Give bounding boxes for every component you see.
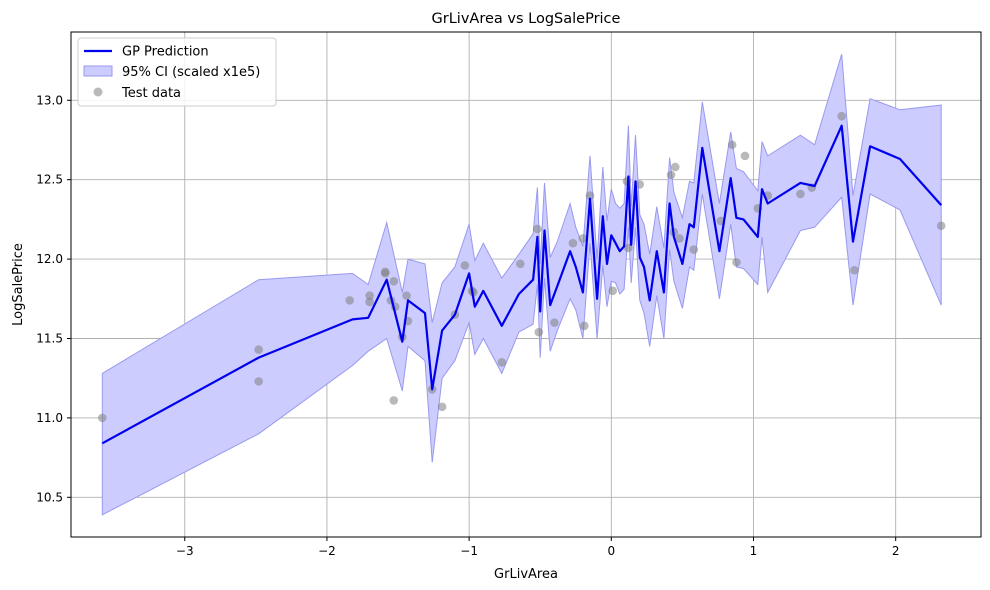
x-tick-label: 1 [750, 544, 758, 558]
test-data-point [670, 162, 680, 172]
x-tick-label: −3 [176, 544, 194, 558]
legend: GP Prediction 95% CI (scaled x1e5) Test … [77, 37, 277, 107]
test-data-point [254, 377, 263, 386]
y-tick-label: 10.5 [36, 490, 63, 504]
test-data-point [516, 259, 525, 269]
y-tick-label: 12.0 [36, 252, 63, 266]
test-data-point [365, 297, 374, 307]
test-data-point [534, 327, 544, 337]
test-data-point [437, 402, 447, 412]
legend-test-swatch [93, 87, 103, 97]
y-tick-label: 11.0 [36, 411, 63, 425]
test-data-point [740, 151, 750, 161]
test-data-point [624, 243, 633, 253]
test-data-point [460, 261, 470, 270]
plot-frame [70, 31, 982, 538]
test-data-point [568, 238, 578, 248]
y-axis-label: LogSalePrice [11, 243, 26, 326]
test-data-point [732, 257, 741, 267]
test-data-point [533, 224, 542, 234]
test-data-point [578, 234, 588, 243]
chart-title: GrLivArea vs LogSalePrice [432, 11, 621, 27]
legend-test-label: Test data [121, 86, 181, 101]
test-data-point [727, 140, 737, 150]
x-axis-label: GrLivArea [494, 567, 558, 582]
legend-ci-label: 95% CI (scaled x1e5) [122, 65, 260, 80]
test-data-point [389, 277, 399, 286]
test-data-point [608, 286, 618, 296]
test-data-point [579, 321, 589, 331]
test-data-point [936, 221, 946, 231]
legend-box [77, 37, 277, 107]
test-data-point [365, 291, 374, 300]
legend-prediction-label: GP Prediction [122, 45, 209, 60]
test-data-point [796, 189, 805, 199]
gp-prediction-line [101, 124, 943, 445]
test-data-point [389, 396, 399, 405]
x-tick-label: 0 [607, 544, 615, 558]
x-tick-label: 2 [892, 544, 900, 558]
test-data-point [689, 245, 699, 254]
test-data-point [585, 191, 595, 200]
test-data-points [97, 111, 946, 423]
legend-ci-swatch [83, 65, 113, 77]
test-data-point [402, 291, 411, 300]
test-data-point [97, 413, 107, 423]
test-data-point [666, 170, 676, 180]
test-data-point [675, 234, 684, 243]
test-data-point [550, 318, 559, 327]
test-data-point [635, 180, 645, 189]
test-data-point [380, 269, 390, 278]
test-data-point [254, 345, 263, 354]
y-tick-label: 13.0 [36, 93, 63, 107]
y-tick-label: 11.5 [36, 331, 63, 345]
x-tick-label: −2 [318, 544, 336, 558]
y-tick-label: 12.5 [36, 173, 63, 187]
test-data-point [345, 296, 354, 305]
x-axis-ticks: −3 −2 −1 0 1 2 [176, 537, 900, 558]
test-data-point [497, 358, 507, 367]
test-data-point [850, 265, 859, 275]
x-tick-label: −1 [460, 544, 478, 558]
y-axis-ticks: 10.5 11.0 11.5 12.0 12.5 13.0 [36, 93, 71, 504]
confidence-interval-band [101, 54, 942, 516]
test-data-point [837, 111, 846, 121]
